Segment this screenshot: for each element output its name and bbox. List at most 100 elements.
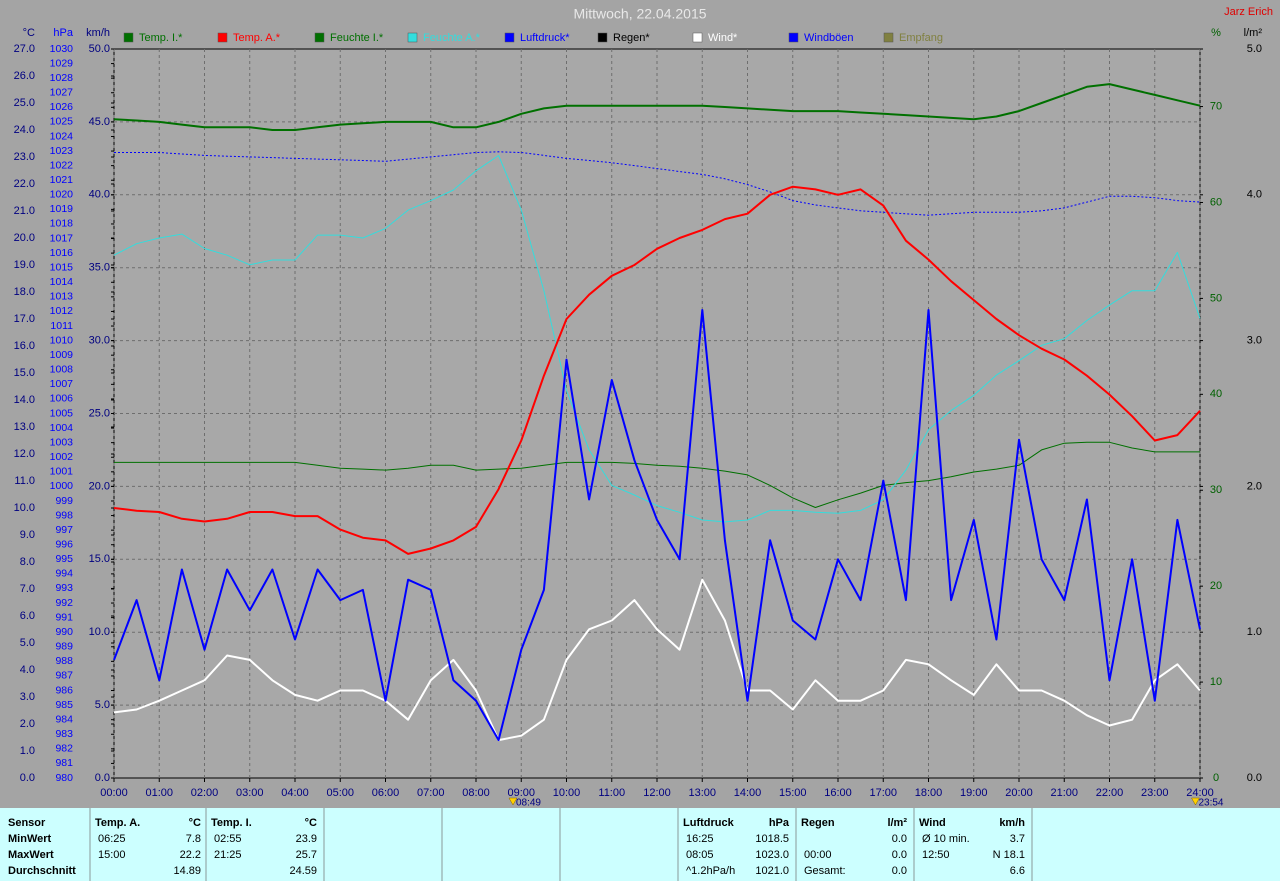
axis-unit: hPa — [53, 27, 73, 39]
y-tick-label: 16.0 — [14, 340, 35, 352]
cell-value: 23.9 — [296, 833, 317, 845]
block-unit: °C — [305, 817, 317, 829]
block-unit: °C — [189, 817, 201, 829]
y-tick-label: 10.0 — [89, 626, 110, 638]
y-tick-label: 1010 — [50, 334, 74, 346]
y-tick-label: 1012 — [50, 305, 74, 317]
legend-label: Temp. I.* — [139, 32, 183, 44]
x-tick-label: 03:00 — [236, 787, 264, 799]
y-tick-label: 5.0 — [20, 637, 35, 649]
y-tick-label: 0.0 — [95, 772, 110, 784]
y-tick-label: 1000 — [50, 480, 74, 492]
series-line — [113, 83, 1201, 131]
axis-unit: l/m² — [1244, 27, 1263, 39]
legend-swatch — [217, 32, 228, 43]
y-tick-label: 24.0 — [14, 124, 35, 136]
cell-label: 21:25 — [214, 849, 242, 861]
y-tick-label: 10.0 — [14, 502, 35, 514]
legend-swatch — [788, 32, 799, 43]
y-tick-label: 0 — [1213, 772, 1219, 784]
marker — [1191, 797, 1200, 806]
y-tick-label: 992 — [55, 597, 73, 609]
y-tick-label: 1008 — [50, 364, 74, 376]
series-line — [113, 155, 1201, 523]
y-tick-label: 1027 — [50, 87, 74, 99]
y-tick-label: 2.0 — [20, 718, 35, 730]
y-tick-label: 50.0 — [89, 43, 110, 55]
cell-value: 1018.5 — [755, 833, 789, 845]
y-tick-label: 981 — [55, 757, 73, 769]
y-tick-label: 1030 — [50, 43, 74, 55]
cell-label: 15:00 — [98, 849, 126, 861]
cell-label: 06:25 — [98, 833, 126, 845]
x-tick-label: 13:00 — [688, 787, 716, 799]
legend-swatch — [883, 32, 894, 43]
y-tick-label: 35.0 — [89, 262, 110, 274]
y-tick-label: 4.0 — [1247, 189, 1262, 201]
block-unit: hPa — [769, 817, 790, 829]
y-tick-label: 3.0 — [20, 691, 35, 703]
y-tick-label: 1006 — [50, 393, 74, 405]
y-tick-label: 1004 — [50, 422, 74, 434]
block-unit: km/h — [999, 817, 1025, 829]
author: Jarz Erich — [1224, 6, 1273, 18]
cell-value: 25.7 — [296, 849, 317, 861]
x-tick-label: 18:00 — [915, 787, 943, 799]
cell-label: Gesamt: — [804, 865, 846, 877]
x-tick-label: 19:00 — [960, 787, 988, 799]
x-tick-label: 07:00 — [417, 787, 445, 799]
x-tick-label: 17:00 — [869, 787, 897, 799]
cell-value: 0.0 — [892, 849, 907, 861]
y-tick-label: 50 — [1210, 292, 1222, 304]
y-tick-label: 25.0 — [89, 407, 110, 419]
y-tick-label: 1020 — [50, 189, 74, 201]
block-header: Wind — [919, 817, 946, 829]
y-tick-label: 1016 — [50, 247, 74, 259]
cell-value: N 18.1 — [993, 849, 1025, 861]
legend-label: Feuchte I.* — [330, 32, 384, 44]
stats-table — [0, 808, 1280, 881]
series-line — [114, 151, 1201, 216]
y-tick-label: 999 — [55, 495, 73, 507]
y-tick-label: 984 — [55, 713, 73, 725]
y-tick-label: 1003 — [50, 436, 74, 448]
axis-unit: km/h — [86, 27, 110, 39]
marker — [508, 797, 518, 806]
y-tick-label: 12.0 — [14, 448, 35, 460]
y-tick-label: 1026 — [50, 101, 74, 113]
y-tick-label: 27.0 — [14, 43, 35, 55]
y-tick-label: 20.0 — [14, 232, 35, 244]
row-label: MinWert — [8, 833, 52, 845]
marker-label: 23:54 — [1198, 798, 1223, 809]
cell-value: 1021.0 — [755, 865, 789, 877]
x-tick-label: 24:00 — [1186, 787, 1214, 799]
cell-value: 1023.0 — [755, 849, 789, 861]
y-tick-label: 14.0 — [14, 394, 35, 406]
x-tick-label: 11:00 — [598, 787, 625, 799]
y-tick-label: 1018 — [50, 218, 74, 230]
y-tick-label: 986 — [55, 684, 73, 696]
y-tick-label: 18.0 — [14, 286, 35, 298]
y-tick-label: 30 — [1210, 484, 1222, 496]
legend-swatch — [407, 32, 418, 43]
cell-value: 7.8 — [186, 833, 201, 845]
y-tick-label: 1.0 — [1247, 626, 1262, 638]
y-tick-label: 23.0 — [14, 151, 35, 163]
series-line — [113, 185, 1201, 555]
block-header: Regen — [801, 817, 835, 829]
x-tick-label: 21:00 — [1050, 787, 1078, 799]
block-header: Luftdruck — [683, 817, 735, 829]
x-tick-label: 00:00 — [100, 787, 128, 799]
row-label: Sensor — [8, 817, 46, 829]
y-tick-label: 1015 — [50, 261, 74, 273]
y-tick-label: 980 — [55, 772, 73, 784]
y-tick-label: 1017 — [50, 232, 74, 244]
x-tick-label: 14:00 — [734, 787, 762, 799]
y-tick-label: 1005 — [50, 407, 74, 419]
y-tick-label: 1022 — [50, 159, 74, 171]
cell-label: 02:55 — [214, 833, 242, 845]
x-tick-label: 23:00 — [1141, 787, 1169, 799]
y-tick-label: 60 — [1210, 196, 1222, 208]
cell-label: 12:50 — [922, 849, 950, 861]
